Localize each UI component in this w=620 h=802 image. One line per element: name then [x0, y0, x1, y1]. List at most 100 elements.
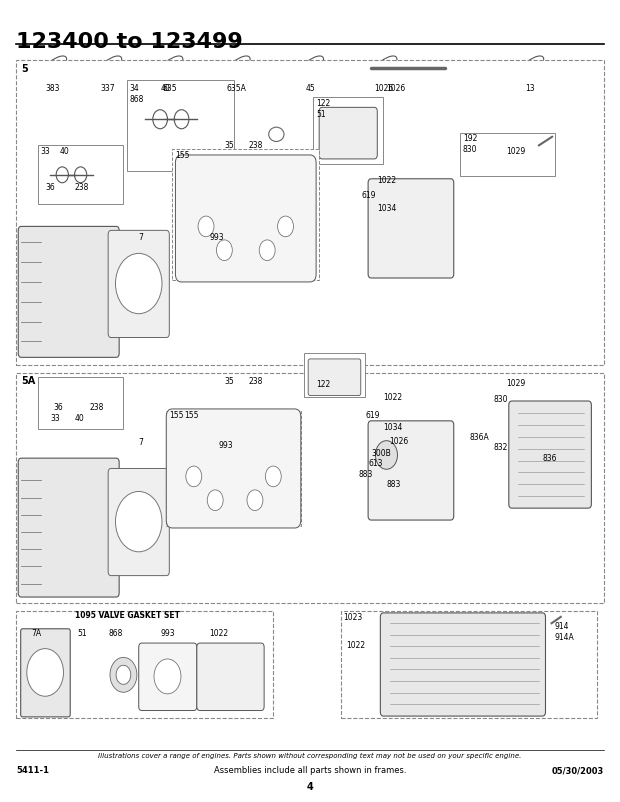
Text: 51: 51 — [78, 629, 87, 638]
FancyBboxPatch shape — [509, 401, 591, 508]
Text: 122: 122 — [316, 99, 330, 108]
Text: 51: 51 — [316, 110, 326, 119]
FancyBboxPatch shape — [197, 643, 264, 711]
FancyBboxPatch shape — [308, 359, 361, 395]
Text: 1034: 1034 — [383, 423, 403, 432]
Text: 868: 868 — [130, 95, 144, 104]
FancyBboxPatch shape — [108, 468, 169, 576]
Circle shape — [115, 253, 162, 314]
Text: 192: 192 — [463, 134, 477, 144]
Text: 1034: 1034 — [378, 205, 397, 213]
Text: 123400 to 123499: 123400 to 123499 — [16, 32, 243, 52]
FancyBboxPatch shape — [166, 411, 301, 525]
Text: 1026: 1026 — [374, 83, 393, 92]
Text: 45: 45 — [305, 83, 315, 92]
Text: 883: 883 — [359, 470, 373, 479]
Text: 05/30/2003: 05/30/2003 — [551, 766, 604, 775]
Text: 7: 7 — [139, 233, 144, 241]
Text: 1095 VALVE GASKET SET: 1095 VALVE GASKET SET — [74, 611, 180, 620]
Circle shape — [216, 240, 232, 261]
FancyBboxPatch shape — [126, 79, 234, 171]
Text: 832: 832 — [494, 443, 508, 452]
Text: 883: 883 — [386, 480, 401, 488]
Text: 238: 238 — [249, 377, 264, 387]
Text: 5: 5 — [21, 63, 28, 74]
Text: 238: 238 — [90, 403, 104, 411]
Text: Assemblies include all parts shown in frames.: Assemblies include all parts shown in fr… — [214, 766, 406, 775]
Text: 914A: 914A — [555, 633, 574, 642]
Text: 993: 993 — [218, 440, 233, 450]
Text: 1022: 1022 — [209, 629, 228, 638]
FancyBboxPatch shape — [460, 133, 555, 176]
Text: 34: 34 — [130, 83, 140, 92]
FancyBboxPatch shape — [139, 643, 197, 711]
Text: 36: 36 — [46, 183, 56, 192]
FancyArrowPatch shape — [539, 136, 552, 145]
Text: 155: 155 — [185, 411, 199, 419]
Circle shape — [376, 440, 397, 469]
Text: 1022: 1022 — [378, 176, 396, 185]
Circle shape — [278, 216, 293, 237]
Text: 1022: 1022 — [347, 641, 366, 650]
FancyBboxPatch shape — [368, 421, 454, 520]
Text: 337: 337 — [101, 83, 115, 92]
FancyBboxPatch shape — [172, 148, 319, 280]
Circle shape — [198, 216, 214, 237]
FancyBboxPatch shape — [16, 373, 604, 603]
Circle shape — [186, 466, 202, 487]
Text: 238: 238 — [249, 140, 264, 150]
Text: 122: 122 — [316, 380, 330, 389]
FancyBboxPatch shape — [16, 611, 273, 719]
Text: 13: 13 — [525, 83, 535, 92]
Text: 830: 830 — [494, 395, 508, 403]
Text: 830: 830 — [463, 145, 477, 155]
Text: 155: 155 — [169, 411, 184, 420]
Text: 5A: 5A — [21, 375, 35, 386]
FancyBboxPatch shape — [340, 611, 598, 719]
FancyBboxPatch shape — [313, 97, 383, 164]
FancyBboxPatch shape — [319, 107, 378, 159]
Circle shape — [247, 490, 263, 511]
Text: 993: 993 — [209, 233, 224, 241]
Text: 40: 40 — [60, 147, 69, 156]
Text: 7: 7 — [139, 439, 144, 448]
Text: 40: 40 — [160, 83, 170, 92]
FancyBboxPatch shape — [38, 377, 123, 429]
FancyBboxPatch shape — [18, 458, 119, 597]
FancyBboxPatch shape — [16, 59, 604, 365]
Text: 868: 868 — [108, 629, 123, 638]
Text: 155: 155 — [175, 151, 190, 160]
Text: Illustrations cover a range of engines. Parts shown without corresponding text m: Illustrations cover a range of engines. … — [99, 752, 521, 759]
Text: 635A: 635A — [227, 83, 247, 92]
Text: 5411-1: 5411-1 — [16, 766, 50, 775]
Circle shape — [27, 649, 63, 696]
Circle shape — [259, 240, 275, 261]
Text: 1023: 1023 — [343, 613, 363, 622]
FancyBboxPatch shape — [304, 354, 365, 397]
Text: 383: 383 — [46, 83, 60, 92]
Text: 613: 613 — [368, 459, 383, 468]
Circle shape — [154, 659, 181, 694]
Text: 35: 35 — [224, 377, 234, 387]
Text: 40: 40 — [74, 415, 84, 423]
Text: 33: 33 — [50, 415, 60, 423]
Text: 1029: 1029 — [506, 147, 525, 156]
Text: 300B: 300B — [371, 448, 391, 458]
FancyBboxPatch shape — [166, 409, 301, 528]
Text: 635: 635 — [162, 83, 177, 92]
Text: 33: 33 — [41, 147, 51, 156]
Text: 238: 238 — [74, 183, 89, 192]
Circle shape — [115, 492, 162, 552]
Text: 36: 36 — [53, 403, 63, 411]
FancyBboxPatch shape — [108, 230, 169, 338]
Text: 836A: 836A — [469, 433, 489, 442]
Text: 1026: 1026 — [386, 83, 405, 92]
FancyBboxPatch shape — [368, 179, 454, 278]
Text: 836: 836 — [542, 454, 557, 464]
Text: 1026: 1026 — [389, 437, 409, 446]
Text: 1022: 1022 — [383, 393, 402, 402]
FancyBboxPatch shape — [175, 155, 316, 282]
Text: 619: 619 — [362, 192, 376, 200]
Text: 993: 993 — [160, 629, 175, 638]
Text: 4: 4 — [307, 782, 313, 792]
